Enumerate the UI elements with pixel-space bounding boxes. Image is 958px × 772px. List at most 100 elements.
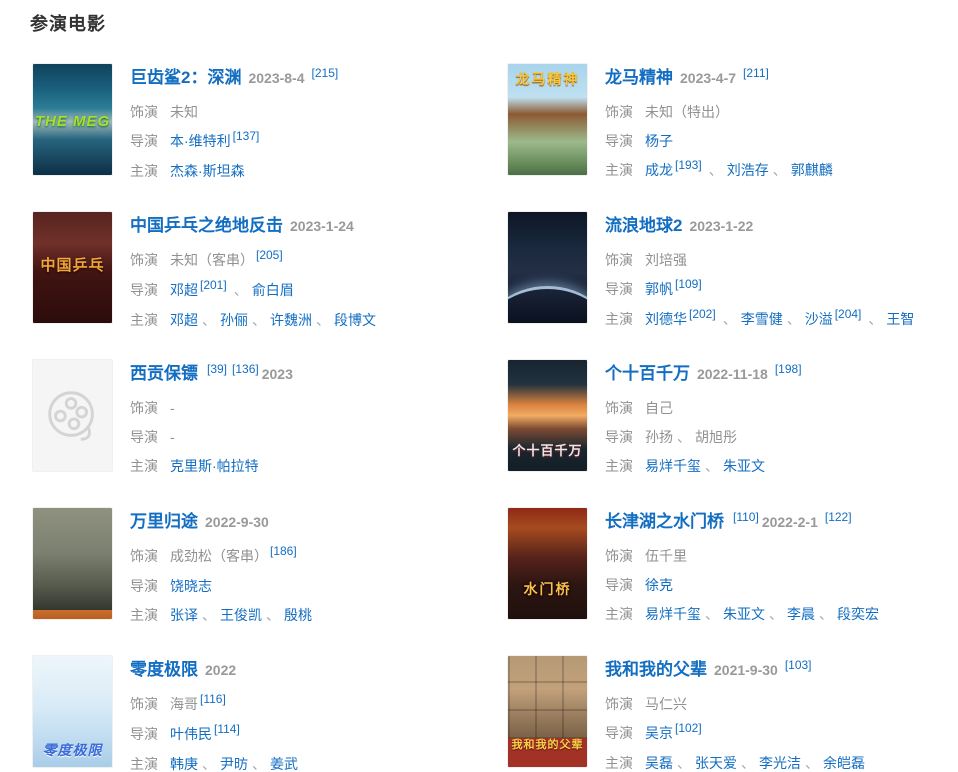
reference-badge[interactable]: [204] (834, 307, 862, 321)
person-link[interactable]: 成龙 (645, 162, 673, 178)
person-link[interactable]: 孙俪 (220, 312, 248, 328)
role-label: 饰演 (130, 252, 158, 268)
person-link[interactable]: 叶伟民 (170, 726, 212, 742)
starring-label: 主演 (130, 312, 158, 328)
person-link[interactable]: 殷桃 (284, 607, 312, 623)
movie-title-link[interactable]: 个十百千万 (605, 364, 690, 383)
movie-title-line: 个十百千万 2022-11-18 [198] (605, 362, 805, 386)
list-separator: 、 (705, 606, 719, 622)
movie-poster[interactable]: 水门桥 (508, 508, 587, 619)
role-label: 饰演 (130, 104, 158, 120)
person-link[interactable]: 杨子 (645, 133, 673, 149)
movie-poster[interactable]: 龙马精神 (508, 64, 587, 175)
person-link[interactable]: 刘浩存 (726, 162, 769, 178)
movie-poster[interactable]: THE MEG (33, 64, 112, 175)
role-label: 饰演 (130, 696, 158, 712)
person-link[interactable]: 俞白眉 (251, 282, 294, 298)
person-link[interactable]: 杰森·斯坦森 (170, 163, 245, 179)
person-link[interactable]: 邓超 (170, 282, 198, 298)
person-link[interactable]: 郭帆 (645, 281, 673, 297)
person-link[interactable]: 克里斯·帕拉特 (170, 458, 259, 474)
person-link[interactable]: 李光洁 (759, 755, 801, 771)
person-link[interactable]: 余皑磊 (823, 755, 865, 771)
person-link[interactable]: 吴磊 (645, 755, 673, 771)
reference-badge[interactable]: [116] (200, 692, 226, 706)
reference-badge[interactable]: [102] (675, 721, 702, 735)
person-link[interactable]: 朱亚文 (723, 458, 765, 474)
movie-card: 龙马精神 龙马精神 2023-4-7 [211] 饰演 未知（特出） 导演 杨子 主演成… (478, 64, 958, 178)
movie-title-link[interactable]: 长津湖之水门桥 (605, 512, 724, 531)
reference-badge[interactable]: [110] (733, 510, 759, 524)
person-link[interactable]: 王智 (886, 311, 915, 327)
person-link[interactable]: 李晨 (787, 606, 815, 622)
person-link[interactable]: 饶晓志 (170, 578, 212, 594)
movie-poster[interactable] (33, 508, 112, 619)
person-link[interactable]: 段奕宏 (837, 606, 879, 622)
movie-poster[interactable]: 零度极限 (33, 656, 112, 767)
director-label: 导演 (605, 429, 633, 445)
person-link[interactable]: 张天爱 (695, 755, 737, 771)
movie-title-link[interactable]: 我和我的父辈 (605, 660, 707, 679)
movie-title-link[interactable]: 西贡保镖 (130, 364, 198, 383)
person-link[interactable]: 郭麒麟 (790, 162, 833, 178)
director-label: 导演 (605, 133, 633, 149)
movie-title-link[interactable]: 流浪地球2 (605, 216, 683, 235)
person-link[interactable]: 本·维特利 (170, 133, 231, 149)
person-link[interactable]: 徐克 (645, 577, 673, 593)
movie-title-link[interactable]: 龙马精神 (605, 68, 673, 87)
reference-badge[interactable]: [198] (774, 362, 802, 376)
person-link[interactable]: 易烊千玺 (645, 606, 701, 622)
person-link[interactable]: 刘德华 (645, 311, 687, 327)
reference-badge[interactable]: [122] (824, 510, 852, 524)
person-link[interactable]: 韩庚 (170, 756, 198, 772)
movie-card: 水门桥 长津湖之水门桥 [110] 2022-2-1 [122] 饰演 伍千里 导演 徐克… (478, 508, 958, 622)
movie-poster[interactable]: 我和我的父辈 (508, 656, 587, 767)
reference-badge[interactable]: [136] (232, 362, 259, 376)
person-link[interactable]: 姜武 (270, 756, 298, 772)
role-line: 饰演 马仁兴 (605, 697, 865, 711)
director-line: 导演 孙扬、胡旭彤 (605, 430, 805, 444)
movie-card: THE MEG 巨齿鲨2：深渊 2023-8-4 [215] 饰演 未知 导演 本·维特… (0, 64, 478, 178)
person-link[interactable]: 易烊千玺 (645, 458, 701, 474)
person-link[interactable]: 吴京 (645, 725, 673, 741)
reference-badge[interactable]: [39] (207, 362, 228, 376)
role-line: 饰演 自己 (605, 401, 805, 415)
movie-poster-placeholder[interactable] (33, 360, 112, 471)
reference-badge[interactable]: [193] (675, 158, 702, 172)
person-link[interactable]: 沙溢 (804, 311, 833, 327)
movie-title-line: 巨齿鲨2：深渊 2023-8-4 [215] (130, 66, 341, 90)
role-label: 饰演 (605, 104, 633, 120)
list-separator: 、 (202, 756, 216, 772)
person-link[interactable]: 邓超 (170, 312, 198, 328)
person-link[interactable]: 尹昉 (220, 756, 248, 772)
reference-badge[interactable]: [186] (270, 544, 297, 558)
person-link[interactable]: 段博文 (334, 312, 376, 328)
movie-title-link[interactable]: 万里归途 (130, 512, 198, 531)
reference-badge[interactable]: [211] (743, 66, 769, 80)
reference-badge[interactable]: [215] (311, 66, 339, 80)
reference-badge[interactable]: [103] (784, 658, 812, 672)
reference-badge[interactable]: [114] (214, 722, 240, 736)
movie-poster[interactable]: 个十百千万 (508, 360, 587, 471)
list-separator: 、 (741, 755, 755, 771)
person-link[interactable]: 许魏洲 (270, 312, 312, 328)
movie-poster[interactable] (508, 212, 587, 323)
person-link[interactable]: 张译 (170, 607, 198, 623)
person-link[interactable]: 王俊凯 (220, 607, 262, 623)
movie-title-link[interactable]: 中国乒乓之绝地反击 (130, 216, 283, 235)
list-separator: 、 (708, 162, 723, 178)
movie-poster[interactable]: 中国乒乓 (33, 212, 112, 323)
person-link[interactable]: 朱亚文 (723, 606, 765, 622)
reference-badge[interactable]: [205] (256, 248, 283, 262)
reference-badge[interactable]: [137] (232, 129, 260, 143)
reference-badge[interactable]: [201] (200, 278, 227, 292)
movie-title-link[interactable]: 巨齿鲨2：深渊 (130, 68, 242, 87)
role-line: 饰演 成劲松（客串） [186] (130, 544, 312, 564)
reference-badge[interactable]: [202] (689, 307, 716, 321)
movie-title-link[interactable]: 零度极限 (130, 660, 198, 679)
reference-badge[interactable]: [109] (675, 277, 702, 291)
person-link[interactable]: 李雪健 (740, 311, 783, 327)
role-line: 饰演 未知（客串） [205] (130, 248, 376, 268)
list-separator: 、 (252, 312, 266, 328)
role-line: 饰演 刘培强 (605, 253, 914, 267)
